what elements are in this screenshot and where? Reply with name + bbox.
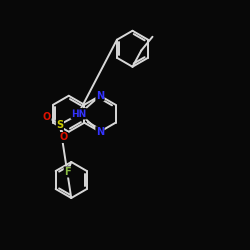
Text: N: N xyxy=(96,91,104,101)
Text: S: S xyxy=(56,120,64,130)
Text: HN: HN xyxy=(71,110,86,119)
Text: HN: HN xyxy=(71,108,86,118)
Text: F: F xyxy=(64,167,71,177)
Text: O: O xyxy=(43,112,51,122)
Text: O: O xyxy=(60,132,68,142)
Text: N: N xyxy=(96,127,104,137)
